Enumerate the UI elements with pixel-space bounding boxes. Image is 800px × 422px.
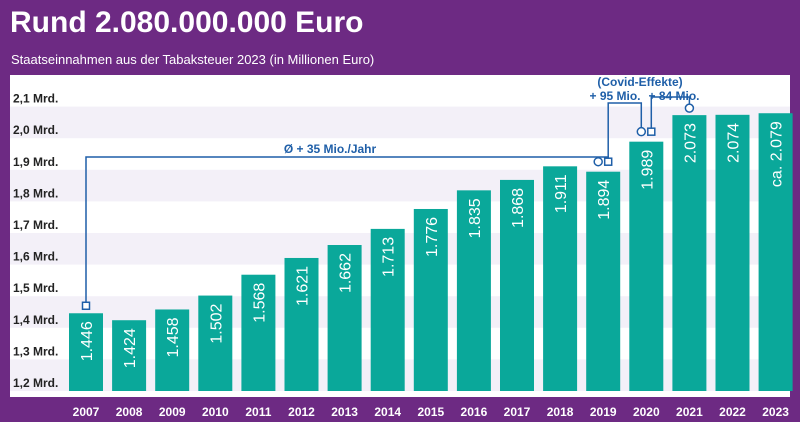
- bar-2013: [327, 245, 362, 391]
- bar-value-label: 1.662: [338, 253, 355, 293]
- bar-2009: [155, 309, 190, 391]
- bar-2015: [413, 208, 448, 391]
- y-tick-label: 1,8 Mrd.: [13, 186, 58, 200]
- x-tick-label: 2009: [159, 405, 186, 419]
- x-tick-label: 2008: [116, 405, 143, 419]
- chart-subtitle: Staatseinnahmen aus der Tabaksteuer 2023…: [11, 52, 375, 67]
- bar-value-label: 1.621: [295, 266, 312, 306]
- y-tick-label: 2,1 Mrd.: [13, 92, 58, 106]
- trend-annotation: Ø + 35 Mio./Jahr: [284, 142, 377, 156]
- y-tick-label: 2,0 Mrd.: [13, 123, 58, 137]
- bar-2020: [629, 141, 664, 391]
- bar-value-label: 1.989: [639, 150, 656, 190]
- bar-2023: [758, 113, 793, 392]
- covid-2021-start-marker: [647, 127, 656, 136]
- bar-value-label: ca. 2.079: [769, 121, 786, 187]
- bar-value-label: 2.074: [726, 123, 743, 163]
- grid-band: [10, 106, 790, 139]
- bar-2017: [500, 179, 534, 391]
- y-tick-label: 1,9 Mrd.: [13, 155, 58, 169]
- covid-2020-annotation: + 95 Mio.: [589, 89, 640, 103]
- x-tick-label: 2018: [547, 405, 574, 419]
- y-tick-label: 1,4 Mrd.: [13, 313, 58, 327]
- x-tick-label: 2007: [73, 405, 100, 419]
- bar-value-label: 1.776: [424, 217, 441, 257]
- x-tick-label: 2022: [719, 405, 746, 419]
- bar-value-label: 1.894: [596, 180, 613, 220]
- y-tick-label: 1,2 Mrd.: [13, 376, 58, 390]
- y-tick-label: 1,6 Mrd.: [13, 250, 58, 264]
- x-tick-label: 2011: [245, 405, 271, 419]
- bar-value-label: 1.835: [467, 198, 484, 238]
- x-tick-label: 2021: [676, 405, 703, 419]
- bar-2021: [672, 115, 707, 391]
- covid-2021-marker: [684, 103, 695, 113]
- covid-start-marker: [603, 157, 613, 166]
- bar-2010: [198, 295, 233, 391]
- bar-2007: [69, 313, 103, 391]
- bar-2018: [543, 166, 578, 391]
- covid-2020-connector: [607, 102, 643, 159]
- bar-value-label: 1.868: [510, 188, 527, 228]
- bar-value-label: 1.458: [165, 317, 182, 357]
- trend-start-marker: [81, 301, 91, 311]
- bar-2011: [241, 274, 276, 391]
- covid-annotation: (Covid-Effekte): [597, 75, 682, 89]
- covid-2020-marker: [636, 126, 647, 137]
- x-tick-label: 2015: [417, 405, 444, 419]
- y-tick-label: 1,5 Mrd.: [13, 281, 58, 295]
- bar-2022: [715, 114, 750, 391]
- x-tick-label: 2017: [504, 405, 531, 419]
- bar-value-label: 1.502: [208, 303, 225, 343]
- x-tick-label: 2020: [633, 405, 660, 419]
- bar-value-label: 1.568: [251, 283, 268, 323]
- x-tick-label: 2014: [374, 405, 401, 419]
- bar-value-label: 1.446: [79, 321, 96, 361]
- bar-2012: [284, 257, 319, 391]
- bar-value-label: 1.424: [122, 328, 139, 368]
- bar-value-label: 1.911: [553, 174, 570, 213]
- x-tick-label: 2012: [288, 405, 315, 419]
- x-tick-label: 2010: [202, 405, 229, 419]
- x-tick-label: 2023: [762, 405, 789, 419]
- trend-end-marker: [593, 156, 603, 167]
- y-tick-label: 1,7 Mrd.: [13, 218, 58, 232]
- bar-2008: [112, 320, 147, 391]
- x-tick-label: 2016: [461, 405, 488, 419]
- y-tick-label: 1,3 Mrd.: [13, 344, 58, 358]
- x-tick-label: 2013: [331, 405, 358, 419]
- bar-2016: [456, 190, 491, 391]
- bar-2019: [586, 171, 621, 391]
- bar-value-label: 2.073: [682, 123, 699, 163]
- chart-title: Rund 2.080.000.000 Euro: [10, 6, 364, 39]
- x-tick-label: 2019: [590, 405, 617, 419]
- bar-value-label: 1.713: [381, 237, 398, 277]
- covid-2021-annotation: + 84 Mio.: [648, 89, 699, 103]
- bar-2014: [370, 228, 405, 391]
- covid-2021-connector: [650, 96, 691, 129]
